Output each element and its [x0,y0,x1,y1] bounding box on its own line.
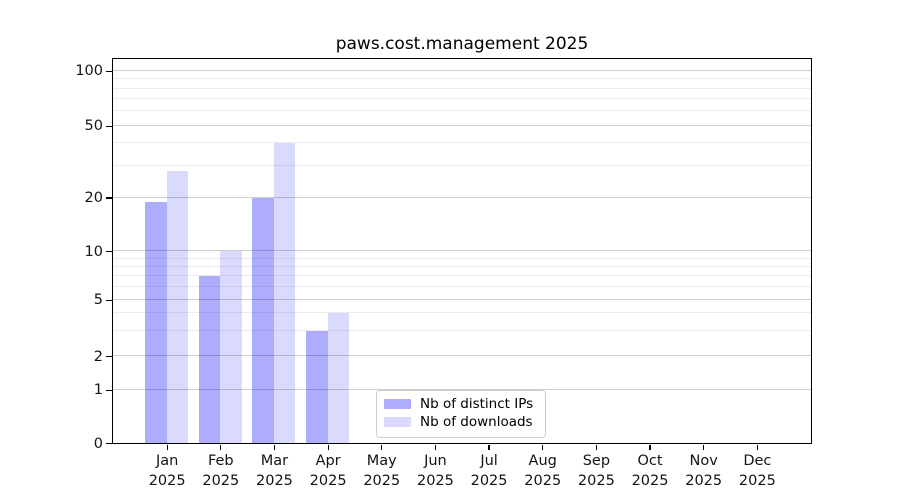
legend-swatch-distinct-ips [384,399,411,409]
gridline-1 [113,388,811,390]
gridline-minor-8 [113,265,811,267]
x-tick-label-oct: Oct 2025 [631,453,669,489]
gridline-minor-9 [113,257,811,259]
y-tick-label-20: 20 [84,190,103,207]
gridline-5 [113,298,811,300]
gridline-20 [113,196,811,198]
y-tick-mark-20 [106,197,112,199]
y-tick-label-1: 1 [93,382,103,399]
bar-distinct-ips-feb [198,276,221,443]
x-tick-mark-oct [649,445,651,450]
x-tick-label-may: May 2025 [363,453,401,489]
x-tick-mark-dec [756,445,758,450]
y-tick-mark-50 [106,125,112,127]
legend-label-distinct-ips: Nb of distinct IPs [420,396,534,412]
legend: Nb of distinct IPs Nb of downloads [376,389,546,438]
x-tick-mark-jul [488,445,490,450]
legend-label-downloads: Nb of downloads [420,414,533,430]
gridline-minor-7 [113,275,811,277]
y-tick-label-2: 2 [93,348,103,365]
plot-area: Nb of distinct IPs Nb of downloads [112,57,812,444]
y-tick-label-10: 10 [84,243,103,260]
x-tick-mark-jun [434,445,436,450]
x-tick-mark-nov [703,445,705,450]
x-tick-label-jan: Jan 2025 [148,453,186,489]
y-tick-mark-1 [106,389,112,391]
x-tick-mark-mar [273,445,276,450]
x-tick-mark-feb [220,445,222,450]
gridline-minor-60 [113,110,811,112]
x-tick-label-feb: Feb 2025 [202,453,240,489]
bar-downloads-apr [327,313,350,443]
y-tick-mark-2 [106,356,112,358]
gridline-minor-3 [113,330,811,332]
x-tick-mark-apr [327,445,329,450]
bar-distinct-ips-jan [145,201,167,443]
y-tick-label-100: 100 [75,63,103,80]
x-tick-mark-sep [595,445,597,450]
bar-downloads-mar [273,143,296,443]
x-tick-label-apr: Apr 2025 [309,453,347,489]
y-tick-mark-10 [106,251,112,253]
x-tick-label-mar: Mar 2025 [256,453,293,489]
x-tick-label-dec: Dec 2025 [738,453,776,489]
gridline-minor-80 [113,87,811,89]
bar-downloads-jan [166,171,189,443]
y-tick-label-50: 50 [84,118,103,135]
x-tick-mark-may [381,445,383,450]
x-tick-mark-jan [166,445,168,450]
y-tick-label-5: 5 [93,292,103,309]
chart-title: paws.cost.management 2025 [335,34,589,54]
gridline-minor-6 [113,285,811,287]
gridline-minor-40 [113,142,811,144]
gridline-minor-4 [113,312,811,314]
gridline-minor-30 [113,164,811,166]
legend-swatch-downloads [384,417,411,427]
bar-downloads-feb [220,251,242,443]
legend-item-downloads: Nb of downloads [384,414,536,430]
legend-item-distinct-ips: Nb of distinct IPs [384,396,536,412]
gridline-minor-70 [113,98,811,100]
x-tick-label-jun: Jun 2025 [416,453,454,489]
gridline-2 [113,355,811,357]
gridline-100 [113,69,811,71]
y-tick-mark-0 [106,442,112,445]
x-tick-label-aug: Aug 2025 [524,453,562,489]
bar-distinct-ips-apr [306,331,328,443]
x-tick-label-nov: Nov 2025 [685,453,723,489]
gridline-minor-90 [113,78,811,80]
y-tick-label-0: 0 [93,435,103,452]
gridline-10 [113,250,811,252]
x-tick-label-sep: Sep 2025 [577,453,615,489]
y-tick-mark-100 [106,70,112,72]
y-tick-mark-5 [106,299,112,301]
x-tick-label-jul: Jul 2025 [470,453,508,489]
x-tick-mark-aug [542,445,544,450]
gridline-50 [113,124,811,126]
bar-distinct-ips-mar [252,197,274,443]
